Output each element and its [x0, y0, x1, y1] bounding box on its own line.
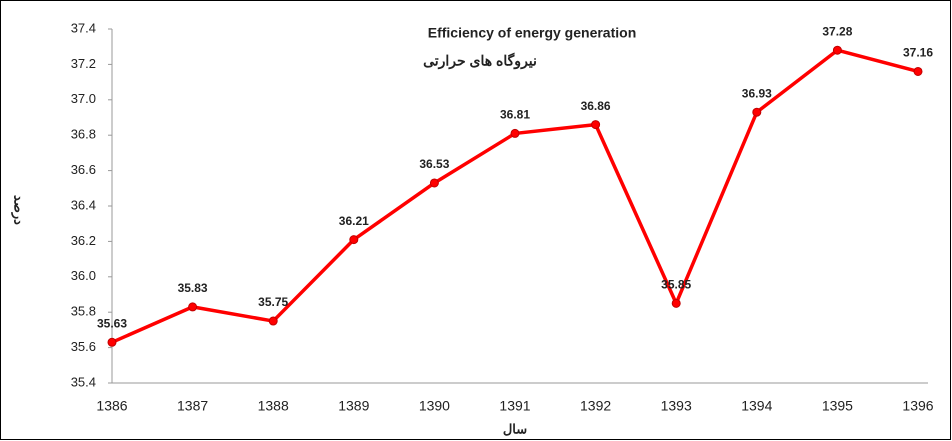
- y-tick-label: 37.4: [71, 20, 96, 35]
- y-tick-label: 36.0: [71, 268, 96, 283]
- point: [107, 337, 117, 347]
- y-axis-label: درصد: [11, 195, 27, 225]
- y-tick-label: 36.8: [71, 127, 96, 142]
- data-label: 35.63: [97, 316, 127, 330]
- data-label: 35.75: [258, 295, 288, 309]
- x-tick-label: 1393: [661, 398, 692, 414]
- y-tick-label: 35.4: [71, 374, 96, 389]
- y-tick-label: 35.8: [71, 304, 96, 319]
- x-tick-label: 1389: [338, 398, 369, 414]
- x-tick-label: 1390: [419, 398, 450, 414]
- x-tick-label: 1388: [258, 398, 289, 414]
- point: [591, 120, 601, 130]
- x-tick-label: 1387: [177, 398, 208, 414]
- point: [429, 178, 439, 188]
- point: [752, 107, 762, 117]
- chart-title: Efficiency of energy generation: [428, 25, 637, 41]
- y-tick-label: 37.2: [71, 56, 96, 71]
- point: [349, 235, 359, 245]
- x-tick-label: 1396: [902, 398, 933, 414]
- data-label: 36.53: [419, 157, 449, 171]
- x-axis-label: سال: [503, 421, 527, 436]
- y-tick-label: 36.6: [71, 162, 96, 177]
- point: [188, 302, 198, 312]
- data-label: 37.28: [822, 24, 852, 38]
- y-tick-label: 37.0: [71, 91, 96, 106]
- point: [913, 66, 923, 76]
- y-tick-label: 36.2: [71, 233, 96, 248]
- x-tick-label: 1392: [580, 398, 611, 414]
- data-label: 35.85: [661, 278, 691, 292]
- x-tick-label: 1391: [499, 398, 530, 414]
- data-label: 37.16: [903, 46, 933, 60]
- point: [671, 298, 681, 308]
- point: [268, 316, 278, 326]
- y-tick-label: 35.6: [71, 339, 96, 354]
- y-tick-label: 36.4: [71, 197, 96, 212]
- x-tick-label: 1394: [741, 398, 772, 414]
- data-label: 36.86: [581, 99, 611, 113]
- data-label: 36.21: [339, 214, 369, 228]
- point: [510, 128, 520, 138]
- chart-subtitle: نیروگاه های حرارتی: [423, 53, 537, 70]
- x-tick-label: 1386: [96, 398, 127, 414]
- data-label: 36.81: [500, 108, 530, 122]
- point: [832, 45, 842, 55]
- x-tick-label: 1395: [822, 398, 853, 414]
- data-label: 35.83: [178, 281, 208, 295]
- data-label: 36.93: [742, 86, 772, 100]
